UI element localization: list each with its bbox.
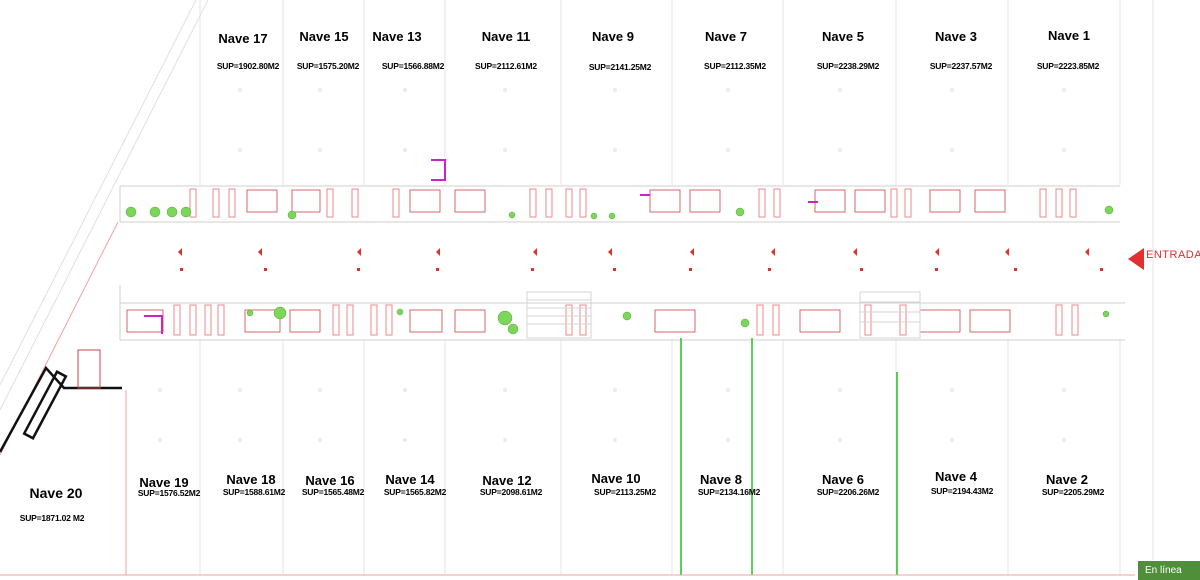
bottom-parking-bays bbox=[173, 304, 1079, 336]
nave-15-area: SUP=1575.20M2 bbox=[296, 61, 360, 71]
nave-8-area: SUP=2134.16M2 bbox=[697, 487, 761, 497]
top-office-strip bbox=[119, 185, 1120, 223]
nave-16-area: SUP=1565.48M2 bbox=[301, 487, 365, 497]
nave-13-area: SUP=1566.88M2 bbox=[381, 61, 445, 71]
nave-4-label: Nave 4 bbox=[935, 469, 977, 484]
nave-10-area: SUP=2113.25M2 bbox=[594, 487, 656, 497]
nave-1-area: SUP=2223.85M2 bbox=[1036, 61, 1100, 71]
nave-9-area: SUP=2141.25M2 bbox=[588, 62, 652, 72]
nave-12-label: Nave 12 bbox=[482, 473, 532, 488]
nave-17-area: SUP=1902.80M2 bbox=[216, 61, 280, 71]
entrada-arrow-icon bbox=[1128, 248, 1144, 270]
nave-2-area: SUP=2205.29M2 bbox=[1041, 487, 1105, 497]
nave-11-area: SUP=2112.61M2 bbox=[475, 61, 537, 71]
nave-8-label: Nave 8 bbox=[700, 472, 742, 487]
nave-19-area: SUP=1576.52M2 bbox=[137, 488, 201, 498]
bottom-office-strip bbox=[119, 285, 1125, 341]
nave-6-label: Nave 6 bbox=[822, 472, 864, 487]
nave-3-area: SUP=2237.57M2 bbox=[929, 61, 993, 71]
nave-14-label: Nave 14 bbox=[385, 472, 435, 487]
nave-16-label: Nave 16 bbox=[305, 473, 355, 488]
nave-11-label: Nave 11 bbox=[481, 29, 531, 44]
online-status-badge[interactable]: En línea bbox=[1138, 561, 1200, 580]
nave-15-label: Nave 15 bbox=[299, 29, 349, 44]
road-arrows bbox=[178, 248, 1103, 271]
nave-13-label: Nave 13 bbox=[372, 29, 422, 44]
nave-20-outline bbox=[0, 365, 122, 453]
nave-12-area: SUP=2098.61M2 bbox=[479, 487, 543, 497]
nave-9-label: Nave 9 bbox=[592, 29, 634, 44]
nave-5-label: Nave 5 bbox=[822, 29, 864, 44]
grid-dots bbox=[158, 88, 1066, 442]
nave-4-area: SUP=2194.43M2 bbox=[930, 486, 994, 496]
nave-19-label: Nave 19 bbox=[139, 475, 189, 490]
top-office-rooms bbox=[246, 189, 1006, 213]
property-boundary bbox=[0, 0, 209, 411]
nave-7-area: SUP=2112.35M2 bbox=[704, 61, 766, 71]
top-parking-bays bbox=[189, 188, 1077, 218]
nave-18-area: SUP=1588.61M2 bbox=[222, 487, 286, 497]
green-lines bbox=[680, 338, 898, 575]
nave-3-label: Nave 3 bbox=[935, 29, 977, 44]
nave-17-label: Nave 17 bbox=[218, 31, 268, 46]
nave-1-label: Nave 1 bbox=[1048, 28, 1090, 43]
entrada-label: ENTRADA bbox=[1146, 249, 1200, 261]
nave-18-label: Nave 18 bbox=[226, 472, 276, 487]
nave-20-label: Nave 20 bbox=[29, 485, 83, 501]
nave-10-label: Nave 10 bbox=[591, 471, 641, 486]
nave-2-label: Nave 2 bbox=[1046, 472, 1088, 487]
trees bbox=[125, 205, 1114, 335]
bottom-hatched-areas bbox=[526, 291, 921, 339]
column-grid bbox=[199, 0, 1121, 575]
nave-7-label: Nave 7 bbox=[705, 29, 747, 44]
bottom-office-rooms bbox=[126, 309, 1011, 333]
nave-14-area: SUP=1565.82M2 bbox=[383, 487, 447, 497]
nave-20-detail bbox=[77, 349, 101, 389]
nave-5-area: SUP=2238.29M2 bbox=[816, 61, 880, 71]
nave-20-area: SUP=1871.02 M2 bbox=[19, 513, 85, 523]
nave-6-area: SUP=2206.26M2 bbox=[816, 487, 880, 497]
magenta-marks bbox=[144, 159, 818, 334]
